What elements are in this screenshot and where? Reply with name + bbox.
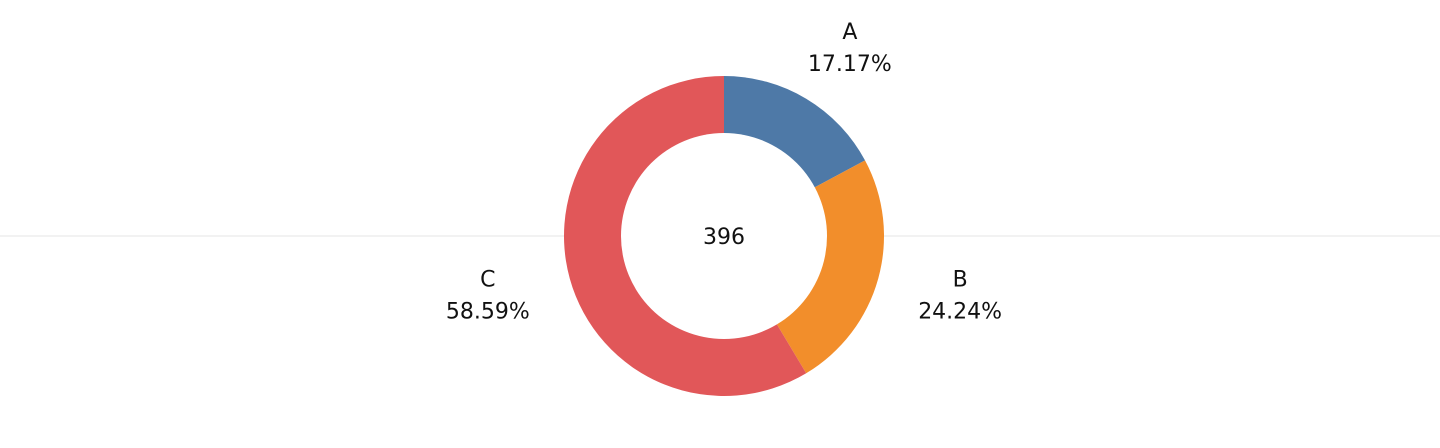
donut-hole [621, 133, 827, 339]
slice-b-category-label: B [953, 268, 968, 293]
slice-c-category-label: C [480, 268, 495, 293]
slice-a-category-label: A [842, 20, 857, 45]
slice-labels: A 17.17% B 24.24% C 58.59% [446, 20, 1002, 324]
slice-a-percent-label: 17.17% [808, 52, 892, 77]
center-total-label: 396 [703, 225, 745, 250]
slice-c-percent-label: 58.59% [446, 300, 530, 325]
slice-b-percent-label: 24.24% [918, 300, 1002, 325]
